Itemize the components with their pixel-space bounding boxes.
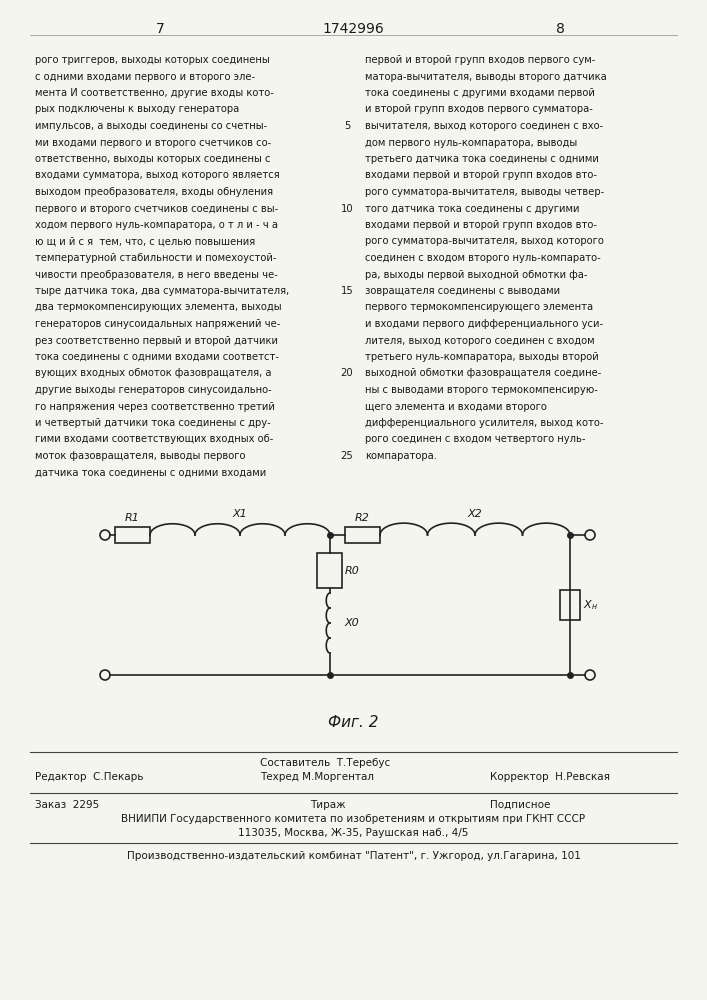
Text: и входами первого дифференциального уси-: и входами первого дифференциального уси- — [365, 319, 603, 329]
Text: выходом преобразователя, входы обнуления: выходом преобразователя, входы обнуления — [35, 187, 273, 197]
Text: щего элемента и входами второго: щего элемента и входами второго — [365, 401, 547, 412]
Text: го напряжения через соответственно третий: го напряжения через соответственно трети… — [35, 401, 275, 412]
Text: первого термокомпенсирующего элемента: первого термокомпенсирующего элемента — [365, 302, 593, 312]
Text: моток фазовращателя, выводы первого: моток фазовращателя, выводы первого — [35, 451, 245, 461]
Text: R1: R1 — [125, 513, 140, 523]
Text: и второй групп входов первого сумматора-: и второй групп входов первого сумматора- — [365, 104, 593, 114]
Text: Техред М.Моргентал: Техред М.Моргентал — [260, 772, 374, 782]
Text: X2: X2 — [467, 509, 482, 519]
Text: мента И соответственно, другие входы кото-: мента И соответственно, другие входы кот… — [35, 88, 274, 98]
Bar — [115, 527, 150, 543]
Text: рого соединен с входом четвертого нуль-: рого соединен с входом четвертого нуль- — [365, 434, 585, 444]
Text: тока соединены с одними входами соответст-: тока соединены с одними входами соответс… — [35, 352, 279, 362]
Text: рого сумматора-вычитателя, выводы четвер-: рого сумматора-вычитателя, выводы четвер… — [365, 187, 604, 197]
Text: рого триггеров, выходы которых соединены: рого триггеров, выходы которых соединены — [35, 55, 270, 65]
Text: вычитателя, выход которого соединен с вхо-: вычитателя, выход которого соединен с вх… — [365, 121, 603, 131]
Text: с одними входами первого и второго эле-: с одними входами первого и второго эле- — [35, 72, 255, 82]
Text: чивости преобразователя, в него введены че-: чивости преобразователя, в него введены … — [35, 269, 278, 279]
Text: 1742996: 1742996 — [322, 22, 385, 36]
Text: другие выходы генераторов синусоидально-: другие выходы генераторов синусоидально- — [35, 385, 271, 395]
Text: ответственно, выходы которых соединены с: ответственно, выходы которых соединены с — [35, 154, 271, 164]
Text: ходом первого нуль-компаратора, о т л и - ч а: ходом первого нуль-компаратора, о т л и … — [35, 220, 278, 230]
Text: X1: X1 — [233, 509, 247, 519]
Text: дом первого нуль-компаратора, выводы: дом первого нуль-компаратора, выводы — [365, 137, 577, 147]
Text: 5: 5 — [344, 121, 350, 131]
Text: входами первой и второй групп входов вто-: входами первой и второй групп входов вто… — [365, 170, 597, 180]
Text: 10: 10 — [341, 204, 354, 214]
Text: ВНИИПИ Государственного комитета по изобретениям и открытиям при ГКНТ СССР: ВНИИПИ Государственного комитета по изоб… — [122, 814, 585, 824]
Text: соединен с входом второго нуль-компарато-: соединен с входом второго нуль-компарато… — [365, 253, 601, 263]
Text: ны с выводами второго термокомпенсирую-: ны с выводами второго термокомпенсирую- — [365, 385, 598, 395]
Text: ю щ и й с я  тем, что, с целью повышения: ю щ и й с я тем, что, с целью повышения — [35, 236, 255, 246]
Text: X0: X0 — [344, 618, 359, 628]
Text: ми входами первого и второго счетчиков со-: ми входами первого и второго счетчиков с… — [35, 137, 271, 147]
Text: Редактор  С.Пекарь: Редактор С.Пекарь — [35, 772, 144, 782]
Text: 15: 15 — [341, 286, 354, 296]
Text: и четвертый датчики тока соединены с дру-: и четвертый датчики тока соединены с дру… — [35, 418, 271, 428]
Text: Заказ  2295: Заказ 2295 — [35, 800, 99, 810]
Text: ра, выходы первой выходной обмотки фа-: ра, выходы первой выходной обмотки фа- — [365, 269, 588, 279]
Text: дифференциального усилителя, выход кото-: дифференциального усилителя, выход кото- — [365, 418, 604, 428]
Bar — [560, 590, 580, 620]
Text: вующих входных обмоток фазовращателя, а: вующих входных обмоток фазовращателя, а — [35, 368, 271, 378]
Bar — [345, 527, 380, 543]
Text: того датчика тока соединены с другими: того датчика тока соединены с другими — [365, 204, 580, 214]
Text: 25: 25 — [341, 451, 354, 461]
Text: 7: 7 — [156, 22, 164, 36]
Bar — [317, 553, 342, 588]
Text: матора-вычитателя, выводы второго датчика: матора-вычитателя, выводы второго датчик… — [365, 72, 607, 82]
Text: температурной стабильности и помехоустой-: температурной стабильности и помехоустой… — [35, 253, 276, 263]
Text: Подписное: Подписное — [490, 800, 550, 810]
Text: $X_{н}$: $X_{н}$ — [583, 598, 598, 612]
Text: третьего датчика тока соединены с одними: третьего датчика тока соединены с одними — [365, 154, 599, 164]
Text: R2: R2 — [355, 513, 370, 523]
Text: лителя, выход которого соединен с входом: лителя, выход которого соединен с входом — [365, 336, 595, 346]
Text: Составитель  Т.Теребус: Составитель Т.Теребус — [260, 758, 390, 768]
Text: выходной обмотки фазовращателя соедине-: выходной обмотки фазовращателя соедине- — [365, 368, 602, 378]
Text: Производственно-издательский комбинат "Патент", г. Ужгород, ул.Гагарина, 101: Производственно-издательский комбинат "П… — [127, 851, 580, 861]
Text: первой и второй групп входов первого сум-: первой и второй групп входов первого сум… — [365, 55, 595, 65]
Text: рых подключены к выходу генератора: рых подключены к выходу генератора — [35, 104, 239, 114]
Text: Тираж: Тираж — [310, 800, 346, 810]
Text: два термокомпенсирующих элемента, выходы: два термокомпенсирующих элемента, выходы — [35, 302, 281, 312]
Text: первого и второго счетчиков соединены с вы-: первого и второго счетчиков соединены с … — [35, 204, 279, 214]
Text: 20: 20 — [341, 368, 354, 378]
Text: импульсов, а выходы соединены со счетны-: импульсов, а выходы соединены со счетны- — [35, 121, 267, 131]
Text: R0: R0 — [344, 566, 359, 576]
Text: третьего нуль-компаратора, выходы второй: третьего нуль-компаратора, выходы второй — [365, 352, 599, 362]
Text: генераторов синусоидальных напряжений че-: генераторов синусоидальных напряжений че… — [35, 319, 281, 329]
Text: 8: 8 — [556, 22, 564, 36]
Text: входами первой и второй групп входов вто-: входами первой и второй групп входов вто… — [365, 220, 597, 230]
Text: Фиг. 2: Фиг. 2 — [328, 715, 379, 730]
Text: гими входами соответствующих входных об-: гими входами соответствующих входных об- — [35, 434, 274, 444]
Text: датчика тока соединены с одними входами: датчика тока соединены с одними входами — [35, 468, 267, 478]
Text: компаратора.: компаратора. — [365, 451, 437, 461]
Text: рого сумматора-вычитателя, выход которого: рого сумматора-вычитателя, выход которог… — [365, 236, 604, 246]
Text: 113035, Москва, Ж-35, Раушская наб., 4/5: 113035, Москва, Ж-35, Раушская наб., 4/5 — [238, 828, 469, 838]
Text: тока соединены с другими входами первой: тока соединены с другими входами первой — [365, 88, 595, 98]
Text: Корректор  Н.Ревская: Корректор Н.Ревская — [490, 772, 610, 782]
Text: тыре датчика тока, два сумматора-вычитателя,: тыре датчика тока, два сумматора-вычитат… — [35, 286, 289, 296]
Text: зовращателя соединены с выводами: зовращателя соединены с выводами — [365, 286, 560, 296]
Text: рез соответственно первый и второй датчики: рез соответственно первый и второй датчи… — [35, 336, 278, 346]
Text: входами сумматора, выход которого является: входами сумматора, выход которого являет… — [35, 170, 280, 180]
